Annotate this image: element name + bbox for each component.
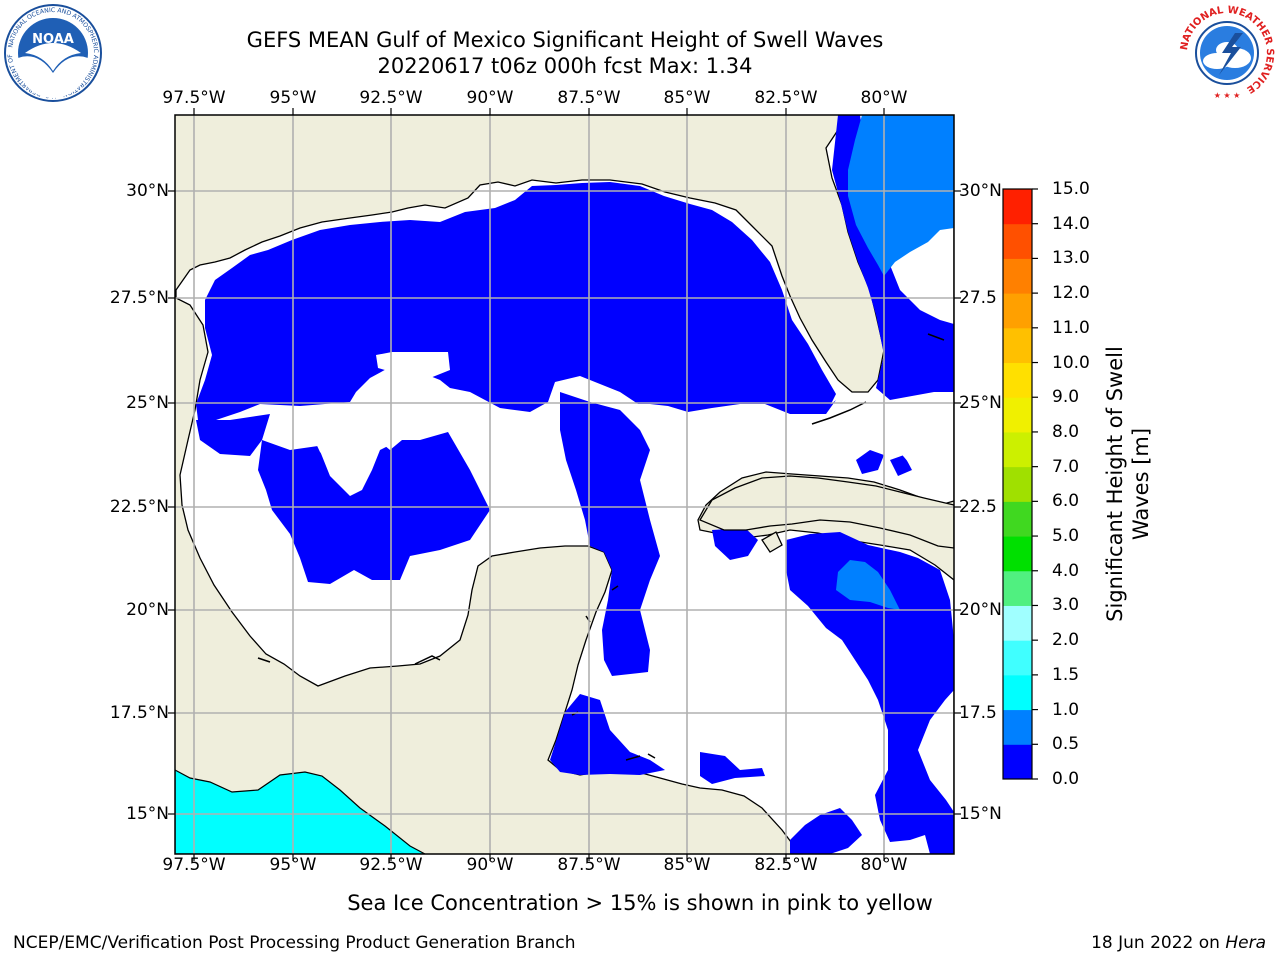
lat-label-right: 17.5 <box>959 703 997 723</box>
footer-date: 18 Jun 2022 on Hera <box>1091 933 1266 953</box>
colorbar <box>1003 188 1038 780</box>
noaa-logo: NATIONAL OCEANIC AND ATMOSPHERIC ADMINIS… <box>3 3 102 102</box>
lat-label-left: 17.5°N <box>109 703 169 723</box>
colorbar-tick-label: 15.0 <box>1052 179 1090 199</box>
lat-label-right: 27.5 <box>959 288 997 308</box>
colorbar-bin <box>1003 466 1032 502</box>
lat-label-left: 25°N <box>126 393 169 413</box>
colorbar-tick-label: 5.0 <box>1052 526 1080 547</box>
lon-label-top: 95°W <box>269 88 317 108</box>
lat-label-right: 15°N <box>959 804 1002 824</box>
colorbar-bin <box>1003 570 1032 606</box>
lat-label-left: 22.5°N <box>109 497 169 517</box>
colorbar-bin <box>1003 327 1032 364</box>
small-islands <box>257 333 945 761</box>
sea-ice-note: Sea Ice Concentration > 15% is shown in … <box>347 891 933 915</box>
colorbar-tick-label: 0.5 <box>1052 734 1080 755</box>
lat-label-right: 20°N <box>959 600 1002 620</box>
lon-label-bottom: 97.5°W <box>162 855 226 875</box>
colorbar-tick-label: 9.0 <box>1052 387 1080 408</box>
chart-subtitle: 20220617 t06z 000h fcst Max: 1.34 <box>377 54 753 78</box>
footer-branch: NCEP/EMC/Verification Post Processing Pr… <box>13 933 576 953</box>
colorbar-title: Significant Height of Swell Waves [m] <box>1103 346 1153 622</box>
lon-label-top: 82.5°W <box>754 88 818 108</box>
lat-label-left: 15°N <box>126 804 169 824</box>
lon-label-top: 90°W <box>466 88 514 108</box>
colorbar-bin <box>1003 709 1032 745</box>
lon-label-bottom: 85°W <box>663 855 711 875</box>
colorbar-tick-label: 7.0 <box>1052 456 1080 477</box>
colorbar-frame <box>1002 188 1033 780</box>
svg-text:NOAA: NOAA <box>32 32 74 47</box>
colorbar-tick-label: 2.0 <box>1052 630 1080 651</box>
colorbar-bin <box>1003 362 1032 398</box>
lon-label-top: 92.5°W <box>359 88 423 108</box>
lon-label-top: 85°W <box>663 88 711 108</box>
lat-label-right: 22.5 <box>959 497 997 517</box>
colorbar-bin <box>1003 536 1032 572</box>
colorbar-tick-label: 13.0 <box>1052 248 1090 269</box>
colorbar-bin <box>1003 223 1032 259</box>
lat-label-left: 30°N <box>126 181 169 201</box>
lon-label-bottom: 87.5°W <box>557 855 621 875</box>
colorbar-tick-label: 0.0 <box>1052 769 1080 789</box>
colorbar-bin <box>1003 501 1032 537</box>
lat-label-right: 30°N <box>959 181 1002 201</box>
colorbar-tick-label: 4.0 <box>1052 560 1080 581</box>
lon-label-top: 80°W <box>860 88 908 108</box>
colorbar-bin <box>1003 605 1032 641</box>
colorbar-bin <box>1003 189 1032 225</box>
lat-label-left: 20°N <box>126 600 169 620</box>
colorbar-tick-label: 10.0 <box>1052 352 1090 373</box>
svg-text:★ ★ ★: ★ ★ ★ <box>1214 91 1241 100</box>
lon-label-bottom: 82.5°W <box>754 855 818 875</box>
colorbar-tick-label: 6.0 <box>1052 491 1080 512</box>
colorbar-tick-label: 11.0 <box>1052 317 1090 338</box>
colorbar-tick-label: 8.0 <box>1052 421 1080 442</box>
colorbar-tick-label: 12.0 <box>1052 283 1090 304</box>
map-frame <box>174 114 955 855</box>
colorbar-bin <box>1003 258 1032 294</box>
colorbar-tick-label: 3.0 <box>1052 595 1080 616</box>
colorbar-tick-label: 1.5 <box>1052 664 1080 685</box>
colorbar-bin <box>1003 640 1032 676</box>
colorbar-tick-label: 1.0 <box>1052 699 1080 720</box>
no-data-patches <box>312 352 940 470</box>
lat-label-left: 27.5°N <box>109 288 169 308</box>
lon-label-top: 87.5°W <box>557 88 621 108</box>
lon-label-bottom: 80°W <box>860 855 908 875</box>
lon-label-bottom: 90°W <box>466 855 514 875</box>
colorbar-bin <box>1003 431 1032 468</box>
swell-0.0-0.5-contours <box>196 115 954 854</box>
nws-logo: NATIONAL WEATHER SERVICE ★ ★ ★ <box>1179 5 1275 101</box>
pacific-swell-1.0-1.5 <box>175 769 426 854</box>
lon-label-bottom: 92.5°W <box>359 855 423 875</box>
colorbar-bin <box>1003 293 1032 329</box>
lat-label-right: 25°N <box>959 393 1002 413</box>
colorbar-bin <box>1003 744 1032 780</box>
lon-label-top: 97.5°W <box>162 88 226 108</box>
chart-title: GEFS MEAN Gulf of Mexico Significant Hei… <box>246 28 884 52</box>
colorbar-bin <box>1003 674 1032 711</box>
colorbar-bin <box>1003 397 1032 433</box>
colorbar-tick-label: 14.0 <box>1052 213 1090 234</box>
lon-label-bottom: 95°W <box>269 855 317 875</box>
cuba-island <box>699 475 954 553</box>
map-graticule <box>175 115 954 854</box>
